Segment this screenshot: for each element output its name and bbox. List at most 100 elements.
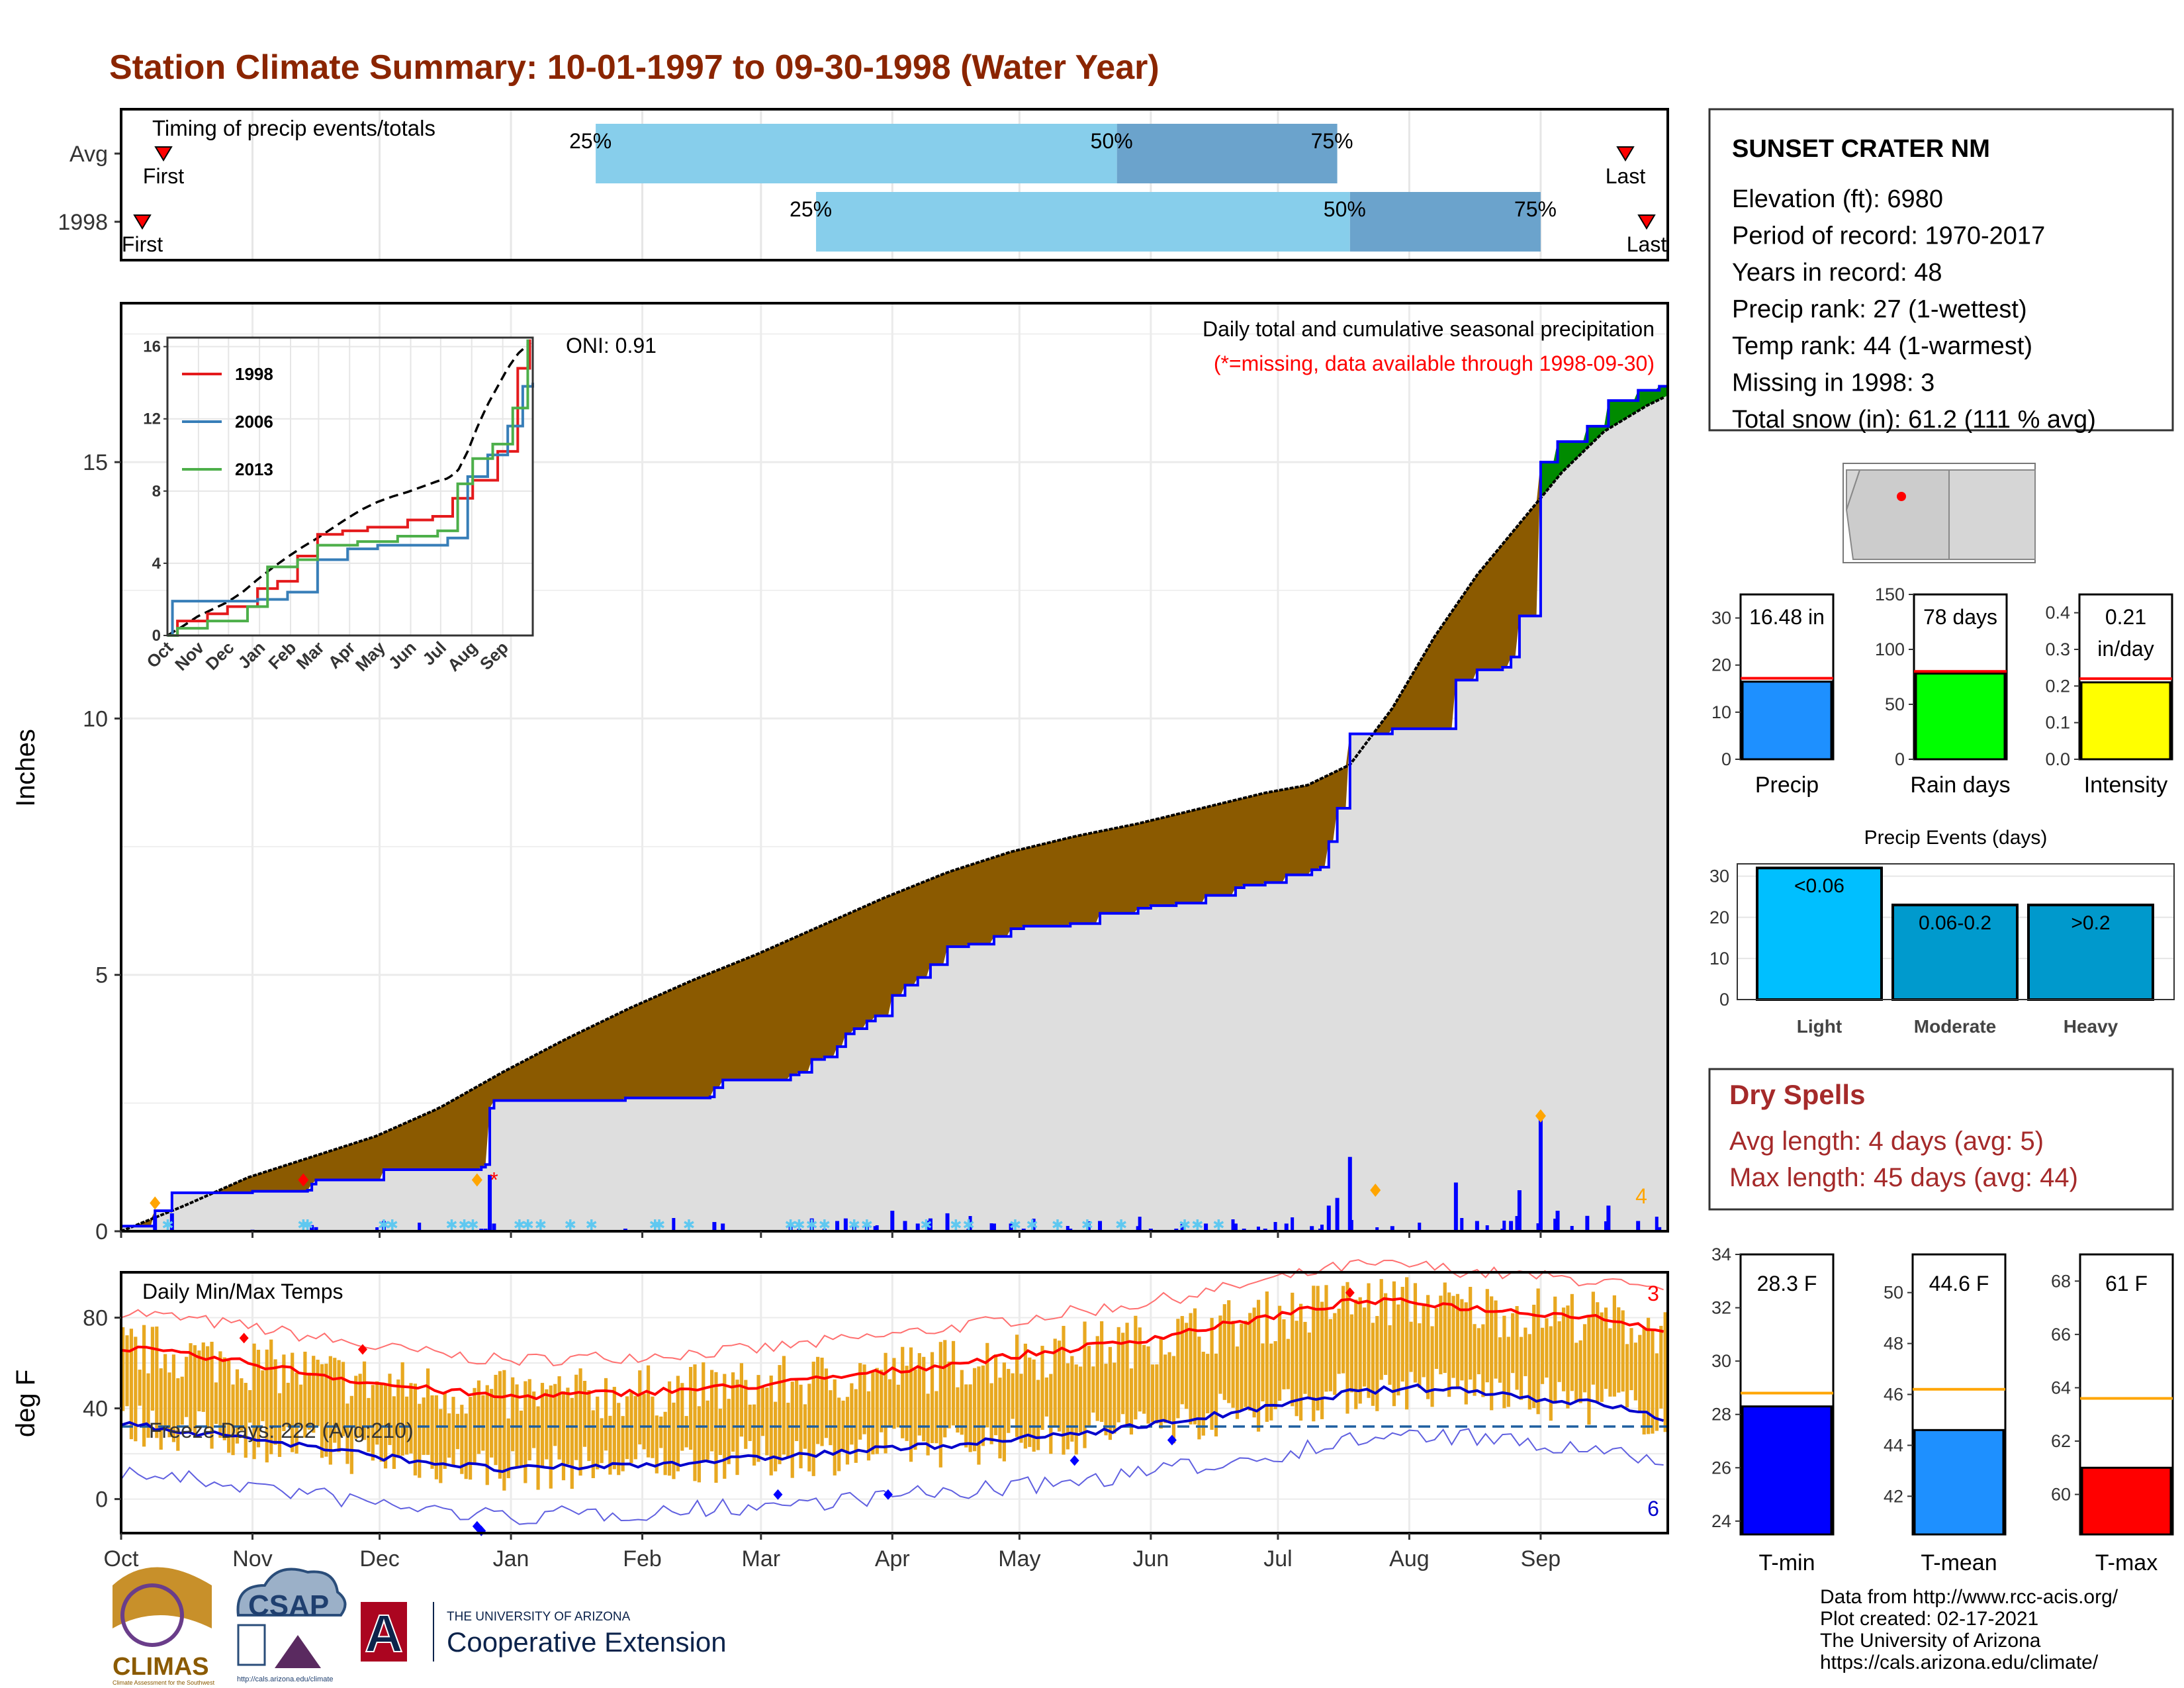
temp-record-marker-icon <box>1167 1434 1177 1446</box>
daily-temp-range-bar <box>214 1382 218 1425</box>
daily-precip-bar <box>1231 1219 1235 1231</box>
daily-precip-bar <box>314 1227 318 1231</box>
daily-temp-range-bar <box>1328 1319 1332 1391</box>
daily-temp-range-bar <box>765 1387 769 1456</box>
snow-day-icon: ✱ <box>920 1217 932 1233</box>
spacer <box>0 109 121 260</box>
dry-spells-box <box>1708 1068 2174 1211</box>
record-low-line <box>120 1428 1664 1525</box>
daily-precip-bar <box>1657 1227 1662 1231</box>
inset-frame <box>166 336 534 637</box>
snow-day-icon: ✱ <box>297 1217 309 1233</box>
daily-temp-range-bar <box>702 1362 705 1462</box>
inset-ytick-label: 8 <box>152 483 161 500</box>
temp-bar-tick: 30 <box>1711 1351 1731 1371</box>
climas-logo-icon <box>113 1567 212 1628</box>
mini-bar-value-text: 0.21 <box>2105 605 2146 629</box>
daily-temp-range-bar <box>1210 1317 1214 1430</box>
daily-temp-range-bar <box>1087 1346 1091 1427</box>
daily-temp-range-bar <box>1354 1299 1358 1409</box>
daily-temp-range-bar <box>345 1403 349 1464</box>
daily-temp-range-bar <box>1502 1315 1506 1409</box>
daily-temp-range-bar <box>829 1390 833 1446</box>
daily-temp-range-bar <box>464 1413 468 1479</box>
snow-day-icon: ✱ <box>1115 1217 1127 1233</box>
daily-temp-range-bar <box>1227 1300 1231 1403</box>
climas-logo-subtext: Climate Assessment for the Southwest <box>113 1679 215 1686</box>
footer-line: The University of Arizona <box>1820 1630 2041 1652</box>
temp-bar-tick: 26 <box>1711 1458 1731 1477</box>
map-newmexico-shape <box>1948 469 2036 560</box>
ua-logo-icon <box>361 1602 407 1662</box>
daily-temp-range-bar <box>180 1376 184 1425</box>
daily-temp-range-bar <box>1587 1317 1591 1425</box>
daily-precip-bar <box>1485 1225 1489 1231</box>
daily-temp-range-bar <box>651 1396 655 1458</box>
temp-bar-tick: 42 <box>1884 1486 1903 1506</box>
csap-grid-icon <box>237 1624 266 1666</box>
daily-temp-range-bar <box>167 1372 171 1438</box>
daily-temp-range-bar <box>171 1354 176 1442</box>
daily-temp-range-bar <box>731 1372 735 1452</box>
daily-temp-range-bar <box>1625 1344 1629 1408</box>
daily-temp-range-bar <box>142 1325 146 1447</box>
temp-panel-label: Daily Min/Max Temps <box>142 1280 343 1303</box>
temp-bar-tick: 64 <box>2051 1378 2071 1397</box>
oni-value: ONI: 0.91 <box>566 334 657 357</box>
daily-temp-range-bar <box>1629 1328 1633 1391</box>
daily-precip-bar <box>1066 1226 1069 1231</box>
month-axis-label: Sep <box>1521 1546 1561 1571</box>
daily-temp-range-bar <box>1298 1303 1303 1421</box>
daily-temp-range-bar <box>820 1357 824 1446</box>
temp-bar-value-text: 61 F <box>2105 1272 2148 1295</box>
tmin-average-line <box>120 1383 1664 1474</box>
event-bar-label: Heavy <box>2064 1016 2118 1037</box>
daily-temp-range-bar <box>659 1416 663 1448</box>
daily-temp-range-bar <box>1375 1316 1379 1411</box>
daily-temp-range-bar <box>811 1362 815 1476</box>
daily-temp-range-bar <box>1066 1363 1070 1450</box>
daily-temp-range-bar <box>1108 1346 1113 1440</box>
snow-day-icon: ✱ <box>649 1217 661 1233</box>
daily-temp-range-bar <box>485 1385 489 1485</box>
climas-logo-text: CLIMAS <box>113 1653 209 1681</box>
daily-temp-range-bar <box>930 1352 934 1444</box>
temp-bar-value <box>1741 1405 1833 1536</box>
month-axis-label: Mar <box>742 1546 781 1571</box>
record-marker-icon <box>471 1173 482 1187</box>
month-axis-label: Jan <box>493 1546 529 1571</box>
mini-bar-tick: 0.2 <box>2045 676 2070 696</box>
daily-temp-range-bar <box>1540 1327 1545 1384</box>
record-high-line <box>120 1259 1664 1367</box>
daily-temp-range-bar <box>1477 1328 1481 1375</box>
daily-temp-range-bar <box>1596 1302 1600 1403</box>
snow-day-icon: ✱ <box>564 1217 576 1233</box>
daily-precip-bar <box>1284 1223 1289 1231</box>
daily-temp-range-bar <box>790 1382 794 1478</box>
daily-temp-range-bar <box>1511 1313 1515 1374</box>
daily-temp-range-bar <box>1273 1341 1277 1409</box>
daily-temp-range-bar <box>1485 1289 1489 1383</box>
timing-clip <box>1668 109 1707 260</box>
daily-temp-range-bar <box>358 1374 362 1438</box>
daily-temp-range-bar <box>880 1370 884 1432</box>
daily-temp-range-bar <box>901 1346 905 1438</box>
daily-temp-range-bar <box>1240 1323 1244 1411</box>
event-bar-bin: 0.06-0.2 <box>1919 912 1991 934</box>
last-label: Last <box>1627 232 1667 256</box>
legend-label: 2013 <box>235 459 273 479</box>
daily-temp-range-bar <box>409 1383 413 1454</box>
daily-temp-range-bar <box>532 1391 536 1448</box>
daily-precip-bar <box>375 1227 379 1231</box>
inset-ytick-label: 12 <box>143 410 161 428</box>
timing-label-75: 75% <box>1311 129 1353 153</box>
daily-temp-range-bar <box>1570 1293 1574 1391</box>
daily-temp-range-bar <box>989 1383 993 1444</box>
daily-temp-range-bar <box>778 1365 782 1464</box>
daily-temp-range-bar <box>1469 1287 1473 1380</box>
daily-temp-range-bar <box>1434 1308 1439 1369</box>
daily-temp-range-bar <box>1303 1321 1307 1394</box>
daily-temp-range-bar <box>256 1350 261 1448</box>
